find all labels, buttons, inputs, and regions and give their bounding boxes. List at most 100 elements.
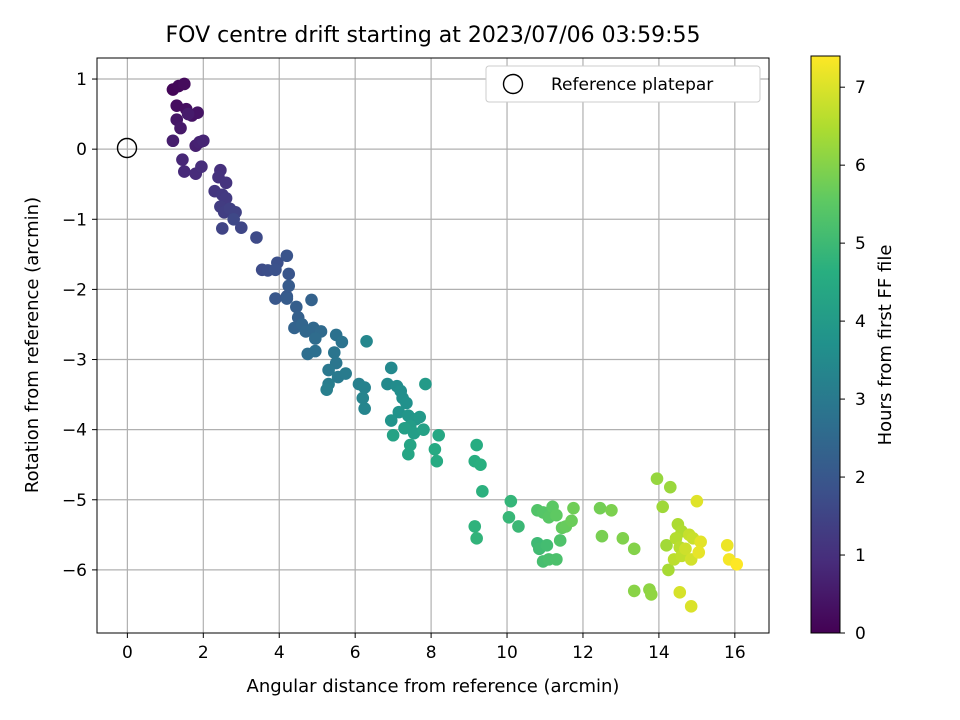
data-point xyxy=(309,332,322,345)
reference-marker xyxy=(116,137,138,159)
y-axis-ticks: 1 0 −1 −2 −3 −4 −5 −6 xyxy=(62,70,97,581)
colorbar-label: Hours from first FF file xyxy=(875,245,896,446)
data-point xyxy=(282,279,296,293)
chart-title: FOV centre drift starting at 2023/07/06 … xyxy=(166,23,701,48)
data-point xyxy=(384,361,398,375)
data-point xyxy=(174,121,187,135)
data-point xyxy=(673,586,687,599)
data-point xyxy=(502,510,516,524)
plot-frame xyxy=(96,57,770,634)
data-point xyxy=(322,363,335,377)
data-point xyxy=(280,292,294,305)
data-point xyxy=(645,588,658,601)
colorbar: 0 1 2 3 4 5 6 7 Hours from first FF file xyxy=(810,55,896,644)
y-tick-label: −5 xyxy=(62,491,87,511)
data-point xyxy=(512,520,525,533)
colorbar-tick-label: 3 xyxy=(855,390,866,410)
data-point xyxy=(227,212,240,226)
data-point xyxy=(195,160,208,173)
colorbar-tick-label: 0 xyxy=(855,624,866,644)
colorbar-tick-label: 6 xyxy=(855,156,866,176)
colorbar-tick-label: 5 xyxy=(855,234,866,254)
x-tick-label: 12 xyxy=(572,643,594,663)
colorbar-tick-label: 2 xyxy=(855,468,866,488)
data-point xyxy=(176,153,189,166)
x-tick-label: 16 xyxy=(724,643,746,663)
data-point xyxy=(593,501,607,515)
x-tick-label: 0 xyxy=(122,643,133,663)
data-point xyxy=(470,438,483,452)
grid xyxy=(97,58,769,633)
y-axis-label: Rotation from reference (arcmin) xyxy=(22,197,43,493)
x-tick-label: 10 xyxy=(496,643,518,663)
data-point xyxy=(565,514,578,528)
data-point xyxy=(432,428,445,442)
data-point xyxy=(400,396,413,410)
data-point xyxy=(730,557,744,571)
data-point xyxy=(197,134,210,148)
data-point xyxy=(215,222,229,235)
data-point xyxy=(417,423,430,436)
colorbar-tick-label: 4 xyxy=(855,312,866,332)
legend-marker xyxy=(502,73,524,95)
data-point xyxy=(474,458,487,472)
x-tick-label: 14 xyxy=(648,643,670,663)
data-point xyxy=(269,292,282,305)
data-point xyxy=(392,405,406,419)
data-point xyxy=(656,500,669,514)
data-point xyxy=(280,249,294,263)
legend-entry-reference: Reference platepar xyxy=(551,75,713,95)
y-tick-label: −3 xyxy=(62,351,87,371)
data-point xyxy=(550,508,563,522)
data-point xyxy=(219,176,233,190)
data-point xyxy=(476,485,489,498)
data-point xyxy=(504,494,518,508)
data-point xyxy=(386,428,400,442)
data-point xyxy=(309,344,322,358)
y-tick-label: −2 xyxy=(62,280,87,300)
data-point xyxy=(595,529,609,543)
data-point xyxy=(684,600,698,613)
data-point xyxy=(178,165,191,178)
data-point xyxy=(616,532,630,545)
data-point xyxy=(692,546,706,559)
data-point xyxy=(605,503,618,517)
data-point xyxy=(428,442,442,456)
y-tick-label: 0 xyxy=(76,140,87,160)
data-point xyxy=(402,447,415,461)
data-point xyxy=(335,335,349,349)
data-point xyxy=(470,532,483,545)
colorbar-tick-label: 7 xyxy=(855,78,866,98)
data-point xyxy=(660,539,673,552)
data-point xyxy=(290,300,303,314)
y-tick-label: 1 xyxy=(76,70,87,90)
data-point xyxy=(356,391,370,405)
data-point xyxy=(170,99,184,112)
data-point xyxy=(627,584,641,598)
data-point xyxy=(234,221,248,234)
colorbar-gradient xyxy=(810,55,841,634)
data-point xyxy=(720,539,734,552)
data-point xyxy=(381,377,394,391)
y-tick-label: −1 xyxy=(62,210,87,230)
data-point xyxy=(567,501,580,515)
y-tick-label: −4 xyxy=(62,421,87,441)
data-point xyxy=(650,472,664,486)
legend: Reference platepar xyxy=(485,65,761,103)
scatter-points xyxy=(166,77,744,613)
data-point xyxy=(690,494,704,508)
data-point xyxy=(327,346,341,359)
data-point xyxy=(550,553,563,566)
legend-box xyxy=(485,65,761,103)
x-tick-label: 4 xyxy=(274,643,285,663)
data-point xyxy=(166,134,180,148)
x-tick-label: 8 xyxy=(426,643,437,663)
data-point xyxy=(178,77,191,91)
data-point xyxy=(679,542,692,556)
data-point xyxy=(398,421,411,435)
data-point xyxy=(305,293,318,307)
colorbar-ticks: 0 1 2 3 4 5 6 7 xyxy=(840,78,866,644)
data-point xyxy=(407,426,421,440)
data-point xyxy=(181,107,195,121)
